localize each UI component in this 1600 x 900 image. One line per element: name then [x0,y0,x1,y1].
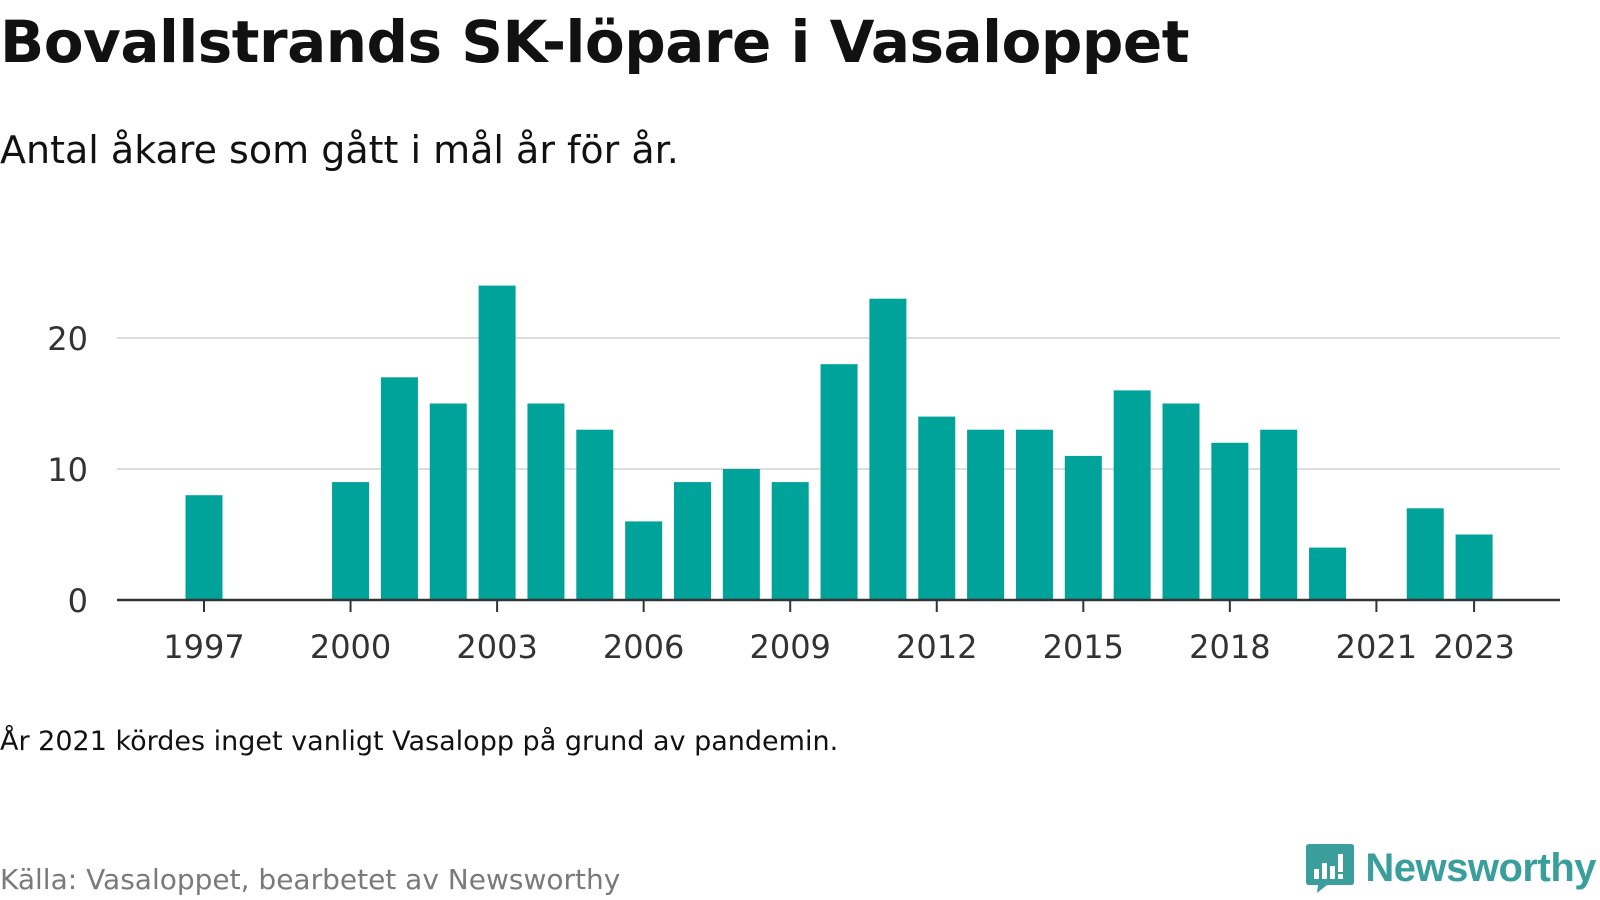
bar-2001 [380,377,418,600]
bar-2022 [1406,508,1444,600]
x-tick-label-2006: 2006 [603,628,684,666]
chart-subtitle: Antal åkare som gått i mål år för år. [0,128,679,172]
bar-2012 [918,416,956,600]
y-tick-label-20: 20 [47,320,88,358]
bar-2010 [820,364,858,600]
footnote: År 2021 kördes inget vanligt Vasalopp på… [0,726,839,757]
bar-2007 [674,482,711,600]
bar-2013 [967,429,1005,600]
bar-2009 [771,482,809,600]
x-tick-label-2012: 2012 [896,628,977,666]
bar-2005 [576,429,614,600]
x-tick-label-2003: 2003 [456,628,537,666]
bar-2023 [1455,534,1493,600]
brand-name: Newsworthy [1365,845,1596,890]
bar-1997 [185,495,223,600]
bar-chart-speech-bubble-icon [1306,844,1355,893]
x-tick-label-2000: 2000 [310,628,391,666]
x-tick-label-2023: 2023 [1433,628,1514,666]
bar-2002 [429,403,467,600]
y-tick-label-10: 10 [47,451,88,489]
x-tick-label-1997: 1997 [163,628,244,666]
bar-2008 [722,469,760,600]
bar-2017 [1162,403,1200,600]
bar-chart: 0 10 20 1997 2000 2003 2006 2009 2012 2015 2018 202… [47,285,1560,666]
newsworthy-logo: Newsworthy [1305,842,1596,894]
bar-2004 [527,403,565,600]
x-tick-label-2021: 2021 [1336,628,1417,666]
x-tick-label-2009: 2009 [749,628,830,666]
x-tick-label-2018: 2018 [1189,628,1270,666]
bar-2003 [478,285,516,600]
bar-2016 [1113,390,1151,600]
bar-2019 [1260,429,1298,600]
bar-2018 [1211,442,1249,600]
bar-2020 [1309,547,1347,600]
y-tick-label-0: 0 [68,582,88,620]
source-text: Källa: Vasaloppet, bearbetet av Newswort… [0,863,621,896]
bar-2015 [1064,455,1102,600]
bar-2006 [625,521,663,600]
bar-2011 [869,298,907,600]
bar-2000 [332,482,370,600]
x-tick-label-2015: 2015 [1043,628,1124,666]
bar-2014 [1015,429,1053,600]
chart-title: Bovallstrands SK-löpare i Vasaloppet [0,8,1189,76]
